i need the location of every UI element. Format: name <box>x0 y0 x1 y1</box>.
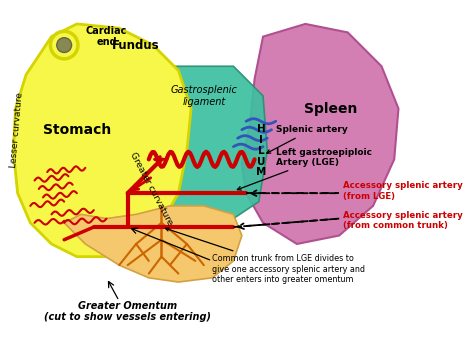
Ellipse shape <box>50 31 78 59</box>
Text: Accessory splenic artery
(from LGE): Accessory splenic artery (from LGE) <box>344 181 463 201</box>
Text: Cardiac
end: Cardiac end <box>86 26 127 47</box>
Text: Stomach: Stomach <box>43 123 111 137</box>
Polygon shape <box>64 206 242 282</box>
Ellipse shape <box>57 38 72 52</box>
Text: H
I
L
U
M: H I L U M <box>256 124 266 178</box>
Text: Greater curvature: Greater curvature <box>128 151 174 227</box>
Polygon shape <box>13 24 191 257</box>
Polygon shape <box>136 66 267 218</box>
Text: Spleen: Spleen <box>304 101 357 116</box>
Text: Left gastroepiploic
Artery (LGE): Left gastroepiploic Artery (LGE) <box>237 148 372 190</box>
Text: Accessory splenic artery
(from common trunk): Accessory splenic artery (from common tr… <box>344 211 463 230</box>
Text: Lesser curvature: Lesser curvature <box>9 92 25 168</box>
Text: Gastrosplenic
ligament: Gastrosplenic ligament <box>170 85 237 106</box>
Text: Splenic artery: Splenic artery <box>267 125 347 153</box>
Text: Fundus: Fundus <box>112 39 160 52</box>
Text: Greater Omentum
(cut to show vessels entering): Greater Omentum (cut to show vessels ent… <box>44 301 211 322</box>
Polygon shape <box>242 24 399 244</box>
Text: Common trunk from LGE divides to
give one accessory splenic artery and
other ent: Common trunk from LGE divides to give on… <box>165 228 365 284</box>
